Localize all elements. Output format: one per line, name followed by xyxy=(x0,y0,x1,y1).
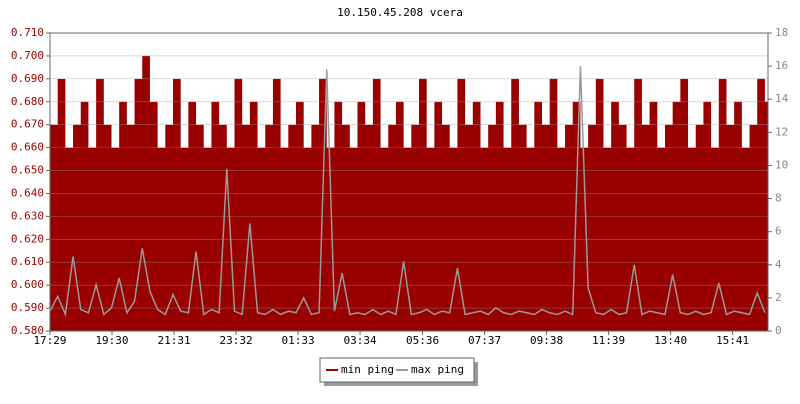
x-tick-label: 01:33 xyxy=(281,334,314,347)
y2-tick-label: 2 xyxy=(775,291,782,304)
y2-tick-label: 8 xyxy=(775,192,782,205)
y2-tick-label: 6 xyxy=(775,225,782,238)
x-tick-label: 05:36 xyxy=(406,334,439,347)
series-line xyxy=(49,66,766,318)
x-tick-label: 13:40 xyxy=(654,334,687,347)
y-tick-label: 0.710 xyxy=(11,26,44,39)
chart-title: 10.150.45.208 vcera xyxy=(337,6,463,19)
y-tick-label: 0.680 xyxy=(11,95,44,108)
legend-box xyxy=(319,357,475,383)
y-tick-label: 0.700 xyxy=(11,49,44,62)
y-tick-label: 0.580 xyxy=(11,324,44,337)
y2-tick-label: 16 xyxy=(775,59,788,72)
y-tick-label: 0.610 xyxy=(11,255,44,268)
y2-tick-label: 10 xyxy=(775,158,788,171)
y-tick-label: 0.620 xyxy=(11,232,44,245)
x-tick-label: 11:39 xyxy=(592,334,625,347)
y2-tick-label: 14 xyxy=(775,92,789,105)
y2-tick-label: 4 xyxy=(775,258,782,271)
x-tick-label: 07:37 xyxy=(468,334,501,347)
y2-tick-label: 0 xyxy=(775,324,782,337)
x-tick-label: 09:38 xyxy=(530,334,563,347)
y-tick-label: 0.690 xyxy=(11,72,44,85)
x-tick-label: 03:34 xyxy=(343,334,376,347)
y-tick-label: 0.600 xyxy=(11,278,44,291)
y-tick-label: 0.670 xyxy=(11,118,44,131)
y-tick-label: 0.630 xyxy=(11,209,44,222)
legend-label: max ping xyxy=(411,363,464,376)
x-tick-label: 19:30 xyxy=(95,334,128,347)
x-tick-label: 21:31 xyxy=(157,334,190,347)
y-tick-label: 0.660 xyxy=(11,141,44,154)
plot-border xyxy=(49,32,769,332)
x-tick-label: 23:32 xyxy=(219,334,252,347)
y2-tick-label: 12 xyxy=(775,125,788,138)
y-tick-label: 0.650 xyxy=(11,164,44,177)
y-tick-label: 0.590 xyxy=(11,301,44,314)
y2-tick-label: 18 xyxy=(775,26,788,39)
legend-label: min ping xyxy=(341,363,394,376)
y-tick-label: 0.640 xyxy=(11,186,44,199)
x-tick-label: 17:29 xyxy=(33,334,66,347)
x-tick-label: 15:41 xyxy=(716,334,749,347)
